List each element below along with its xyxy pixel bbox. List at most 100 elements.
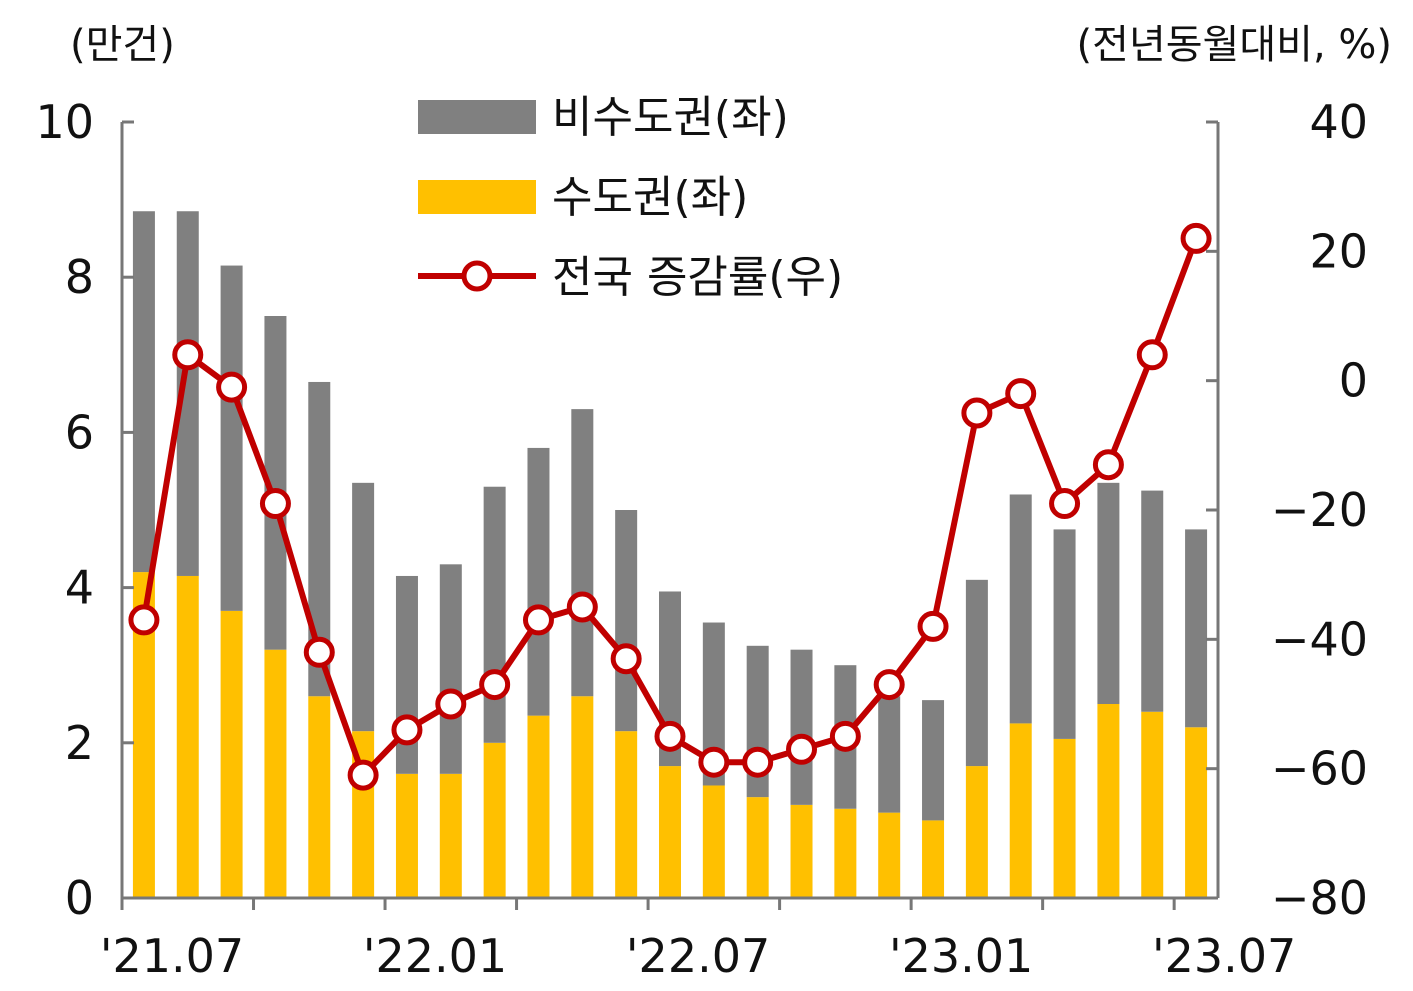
- right-tick-label: −80: [1271, 871, 1368, 925]
- national-change-point: [435, 688, 467, 720]
- national-change-point: [742, 746, 774, 778]
- bar-non-capital-area: [571, 409, 594, 697]
- right-tick-label: 0: [1339, 354, 1368, 408]
- national-change-point: [698, 746, 730, 778]
- national-change-point: [347, 759, 379, 791]
- bar-capital-area: [1009, 723, 1032, 898]
- bar-capital-area: [308, 696, 331, 898]
- left-tick-label: 2: [65, 716, 94, 770]
- bar-non-capital-area: [264, 316, 287, 650]
- bar-capital-area: [922, 820, 945, 898]
- bar-capital-area: [1185, 727, 1208, 898]
- national-change-point: [917, 610, 949, 642]
- national-change-point: [522, 604, 554, 636]
- national-change-point: [610, 643, 642, 675]
- left-tick-label: 8: [65, 250, 94, 304]
- bar-non-capital-area: [1185, 529, 1208, 728]
- bar-capital-area: [132, 572, 155, 898]
- legend-swatch-capital: [418, 180, 536, 214]
- national-change-point: [1136, 339, 1168, 371]
- x-tick-label: '23.01: [889, 929, 1033, 983]
- national-change-point: [786, 733, 818, 765]
- national-change-point: [961, 397, 993, 429]
- right-tick-label: −60: [1271, 742, 1368, 796]
- bar-non-capital-area: [132, 211, 155, 573]
- bar-non-capital-area: [1053, 529, 1076, 739]
- bar-non-capital-area: [352, 482, 375, 732]
- legend-swatch-marker: [461, 260, 493, 292]
- national-change-point: [873, 669, 905, 701]
- national-change-point: [303, 636, 335, 668]
- bar-non-capital-area: [702, 622, 725, 786]
- left-tick-label: 6: [65, 405, 94, 459]
- bar-non-capital-area: [965, 579, 988, 767]
- national-change-point: [259, 488, 291, 520]
- bar-capital-area: [1097, 704, 1120, 898]
- bar-capital-area: [220, 610, 243, 898]
- national-change-point: [1092, 449, 1124, 481]
- legend-label-capital: 수도권(좌): [552, 172, 748, 223]
- right-tick-label: −40: [1271, 612, 1368, 666]
- left-tick-label: 10: [35, 95, 94, 149]
- national-change-point: [216, 371, 248, 403]
- left-tick-label: 4: [65, 561, 94, 615]
- bar-capital-area: [527, 715, 550, 898]
- bar-non-capital-area: [1097, 482, 1120, 704]
- bar-capital-area: [176, 575, 199, 898]
- bar-capital-area: [395, 773, 418, 898]
- bar-capital-area: [1141, 711, 1164, 898]
- line-group: [128, 222, 1212, 791]
- legend-label-national: 전국 증감률(우): [552, 252, 843, 303]
- bar-capital-area: [965, 766, 988, 898]
- bar-capital-area: [790, 804, 813, 898]
- national-change-point: [566, 591, 598, 623]
- bar-capital-area: [1053, 738, 1076, 898]
- x-tick-label: '21.07: [100, 929, 244, 983]
- bar-capital-area: [439, 773, 462, 898]
- bar-capital-area: [659, 766, 681, 898]
- national-change-point: [1005, 378, 1037, 410]
- bars-group: [132, 211, 1208, 898]
- bar-capital-area: [878, 812, 901, 898]
- national-change-point: [1180, 222, 1212, 254]
- right-axis-unit: (전년동월대비, %): [1077, 22, 1392, 68]
- bar-capital-area: [264, 649, 287, 898]
- legend-label-non-capital: 비수도권(좌): [552, 92, 789, 143]
- bar-capital-area: [483, 742, 506, 898]
- national-change-point: [391, 714, 423, 746]
- bar-non-capital-area: [308, 381, 331, 697]
- left-tick-label: 0: [65, 871, 94, 925]
- bar-capital-area: [746, 797, 769, 898]
- bar-non-capital-area: [176, 211, 199, 576]
- x-tick-label: '23.07: [1152, 929, 1296, 983]
- bar-capital-area: [571, 696, 594, 898]
- legend-swatch-non-capital: [418, 100, 536, 134]
- bar-capital-area: [834, 808, 857, 898]
- national-change-point: [479, 669, 511, 701]
- bar-non-capital-area: [1009, 494, 1032, 724]
- bar-non-capital-area: [527, 447, 550, 716]
- right-tick-label: 20: [1309, 224, 1368, 278]
- national-change-point: [654, 720, 686, 752]
- national-change-point: [1049, 488, 1081, 520]
- x-tick-label: '22.07: [626, 929, 770, 983]
- bar-non-capital-area: [439, 564, 462, 774]
- left-axis-unit: (만건): [70, 22, 175, 68]
- bar-non-capital-area: [790, 649, 813, 805]
- national-change-point: [172, 339, 204, 371]
- bar-non-capital-area: [483, 486, 506, 743]
- labels-group: 0 2 4 6 8 10 −80 −60 −40 −20 0 20 40 '21.07 '22.01 '22.…: [35, 22, 1392, 983]
- bar-capital-area: [615, 731, 638, 898]
- national-change-point: [829, 720, 861, 752]
- axes-group: [120, 120, 1220, 910]
- bar-capital-area: [702, 785, 725, 898]
- x-tick-label: '22.01: [363, 929, 507, 983]
- right-tick-label: 40: [1309, 95, 1368, 149]
- bar-non-capital-area: [922, 700, 945, 821]
- legend: 비수도권(좌) 수도권(좌) 전국 증감률(우): [418, 92, 843, 303]
- right-tick-label: −20: [1271, 483, 1368, 537]
- national-change-point: [128, 604, 160, 636]
- bar-non-capital-area: [220, 265, 243, 611]
- bar-non-capital-area: [615, 510, 638, 732]
